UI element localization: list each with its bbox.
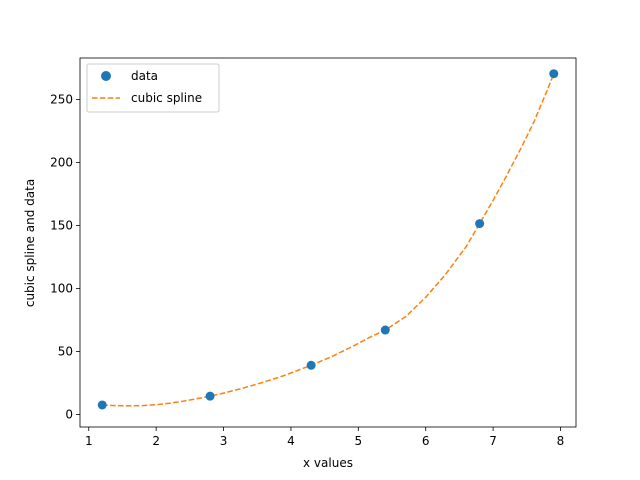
legend-spline-label: cubic spline <box>131 91 202 105</box>
axes-frame <box>79 57 577 428</box>
x-tick-label: 3 <box>220 434 228 448</box>
y-tick-label: 150 <box>50 218 73 232</box>
y-axis-label: cubic spline and data <box>23 179 37 307</box>
axes-layer: 1 2 3 4 5 6 7 8 0 50 100 150 200 250 <box>50 57 577 448</box>
x-tick-label: 5 <box>355 434 363 448</box>
plot-background <box>80 58 576 427</box>
data-point <box>380 325 390 335</box>
y-tick-label: 250 <box>50 93 73 107</box>
legend-frame <box>86 63 220 113</box>
x-tick-label: 7 <box>489 434 497 448</box>
x-tick-label: 4 <box>287 434 295 448</box>
y-tick-label: 200 <box>50 156 73 170</box>
x-tick-label: 8 <box>557 434 565 448</box>
legend-data-marker <box>101 71 111 81</box>
data-point <box>306 360 316 370</box>
data-point <box>97 400 107 410</box>
data-point <box>549 69 559 79</box>
legend-data-label: data <box>131 69 158 83</box>
legend: data cubic spline <box>86 63 220 113</box>
cubic-spline-line <box>102 73 555 407</box>
x-axis-label: x values <box>303 456 353 470</box>
y-tick-label: 100 <box>50 281 73 295</box>
x-tick-label: 1 <box>85 434 93 448</box>
y-tick-label: 0 <box>65 407 73 421</box>
data-layer <box>97 69 559 410</box>
plot-area <box>80 58 576 427</box>
x-tick-label: 2 <box>152 434 160 448</box>
data-point <box>475 219 485 229</box>
y-tick-label: 50 <box>58 344 73 358</box>
x-tick-label: 6 <box>422 434 430 448</box>
data-point <box>205 391 215 401</box>
